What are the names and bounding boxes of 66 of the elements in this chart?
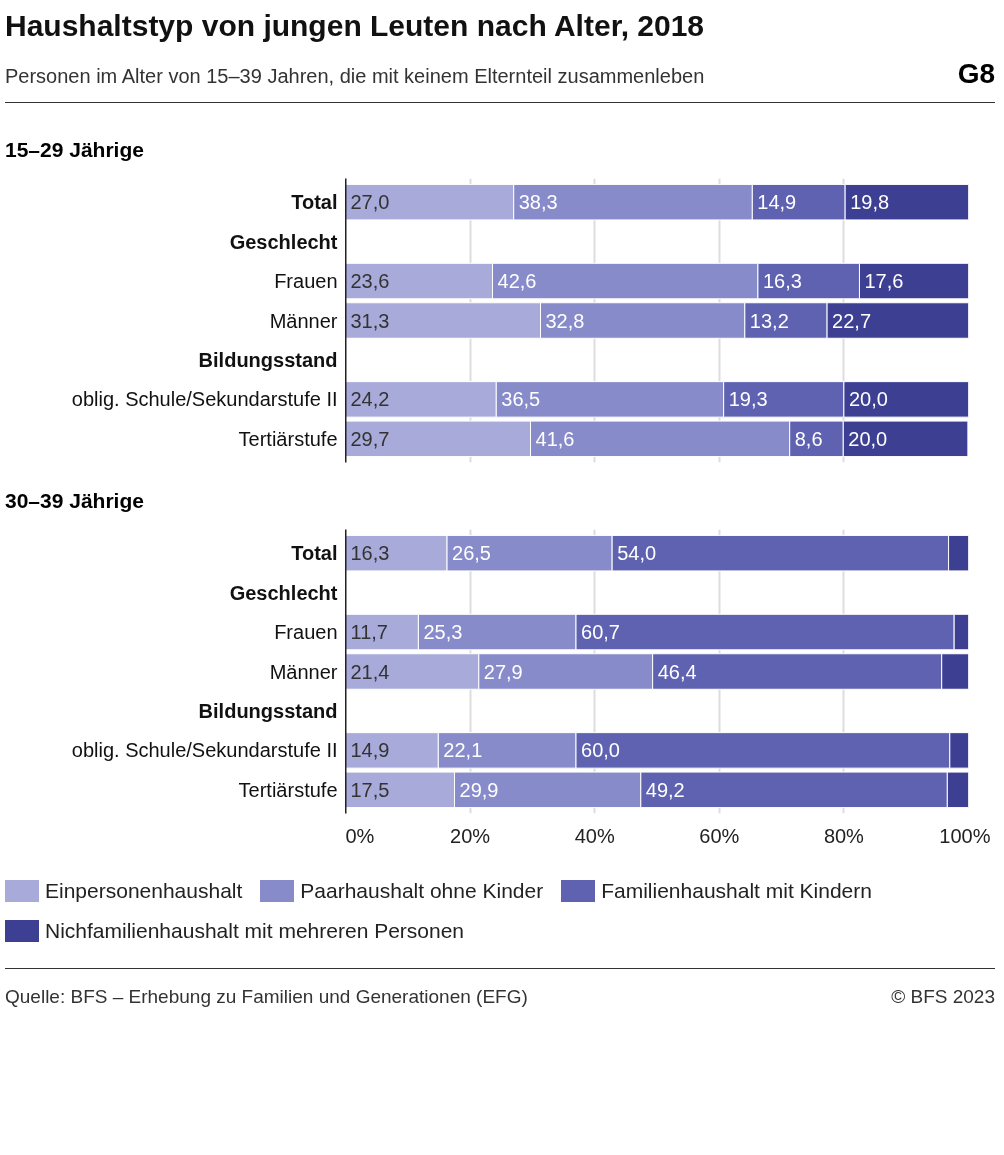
legend-label: Familienhaushalt mit Kindern: [601, 878, 872, 904]
legend-label: Paarhaushalt ohne Kinder: [300, 878, 544, 904]
data-label: 25,3: [423, 621, 463, 644]
y-tick-label: Total: [291, 191, 338, 214]
data-label: 22,1: [443, 739, 483, 762]
data-label: 17,5: [350, 778, 390, 801]
y-tick-label: Tertiärstufe: [238, 427, 338, 450]
y-tick-label: oblig. Schule/Sekundarstufe II: [71, 739, 338, 762]
data-label: 21,4: [350, 660, 390, 683]
data-label: 24,2: [350, 388, 390, 411]
x-tick-label: 0%: [345, 824, 375, 847]
chart-subtitle: Personen im Alter von 15–39 Jahren, die mit keinem Elternteil zusammenleben: [5, 63, 705, 89]
data-label: 54,0: [617, 542, 657, 565]
data-label: 26,5: [452, 542, 491, 565]
text: 15–29 Jährige: [5, 137, 144, 163]
data-label: 19,8: [850, 191, 890, 214]
y-tick-label: Männer: [269, 660, 338, 683]
data-label: 14,9: [757, 191, 797, 214]
data-label: 11,7: [350, 621, 388, 644]
y-tick-label: Bildungsstand: [198, 699, 338, 722]
data-label: 27,9: [483, 660, 523, 683]
y-tick-label: Männer: [269, 309, 338, 332]
data-label: 8,6: [794, 427, 823, 450]
data-label: 22,7: [832, 309, 872, 332]
y-tick-label: Frauen: [274, 621, 338, 644]
data-label: 42,6: [497, 270, 537, 293]
x-tick-label: 40%: [574, 824, 615, 847]
data-label: 16,3: [350, 542, 390, 565]
data-label: 49,2: [645, 778, 685, 801]
x-tick-label: 80%: [823, 824, 865, 847]
x-tick-label: 60%: [699, 824, 740, 847]
data-label: 16,3: [762, 270, 802, 293]
data-label: 20,0: [848, 388, 888, 411]
data-label: 60,7: [581, 621, 620, 644]
data-label: 23,6: [350, 270, 390, 293]
data-label: 46,4: [657, 660, 697, 683]
data-label: 41,6: [535, 427, 575, 450]
y-tick-label: oblig. Schule/Sekundarstufe II: [71, 388, 338, 411]
data-label: 29,9: [459, 778, 499, 801]
data-label: 20,0: [848, 427, 888, 450]
data-label: 13,2: [749, 309, 789, 332]
text: 30–39 Jährige: [5, 488, 144, 514]
text: G8: [957, 56, 995, 91]
y-tick-label: Geschlecht: [229, 230, 338, 253]
legend-label: Einpersonenhaushalt: [45, 878, 243, 904]
data-label: 32,8: [545, 309, 585, 332]
legend-label: Nichfamilienhaushalt mit mehreren Personen: [45, 918, 465, 944]
data-label: 60,0: [581, 739, 620, 762]
source-note: Quelle: BFS – Erhebung zu Familien und Generationen (EFG): [5, 985, 528, 1009]
y-tick-label: Tertiärstufe: [238, 778, 338, 801]
data-label: 17,6: [864, 270, 904, 293]
y-tick-label: Geschlecht: [229, 581, 338, 604]
data-label: 38,3: [518, 191, 558, 214]
text: © BFS 2023: [891, 985, 995, 1009]
x-tick-label: 100%: [939, 824, 991, 847]
y-tick-label: Bildungsstand: [198, 348, 338, 371]
data-label: 19,3: [728, 388, 768, 411]
data-label: 36,5: [501, 388, 541, 411]
y-tick-label: Frauen: [274, 270, 338, 293]
data-label: 14,9: [350, 739, 390, 762]
chart-title: Haushaltstyp von jungen Leuten nach Alter, 2018: [5, 8, 706, 44]
data-label: 29,7: [350, 427, 390, 450]
data-label: 31,3: [350, 309, 390, 332]
data-label: 27,0: [350, 191, 390, 214]
x-tick-label: 20%: [450, 824, 491, 847]
y-tick-label: Total: [291, 542, 338, 565]
